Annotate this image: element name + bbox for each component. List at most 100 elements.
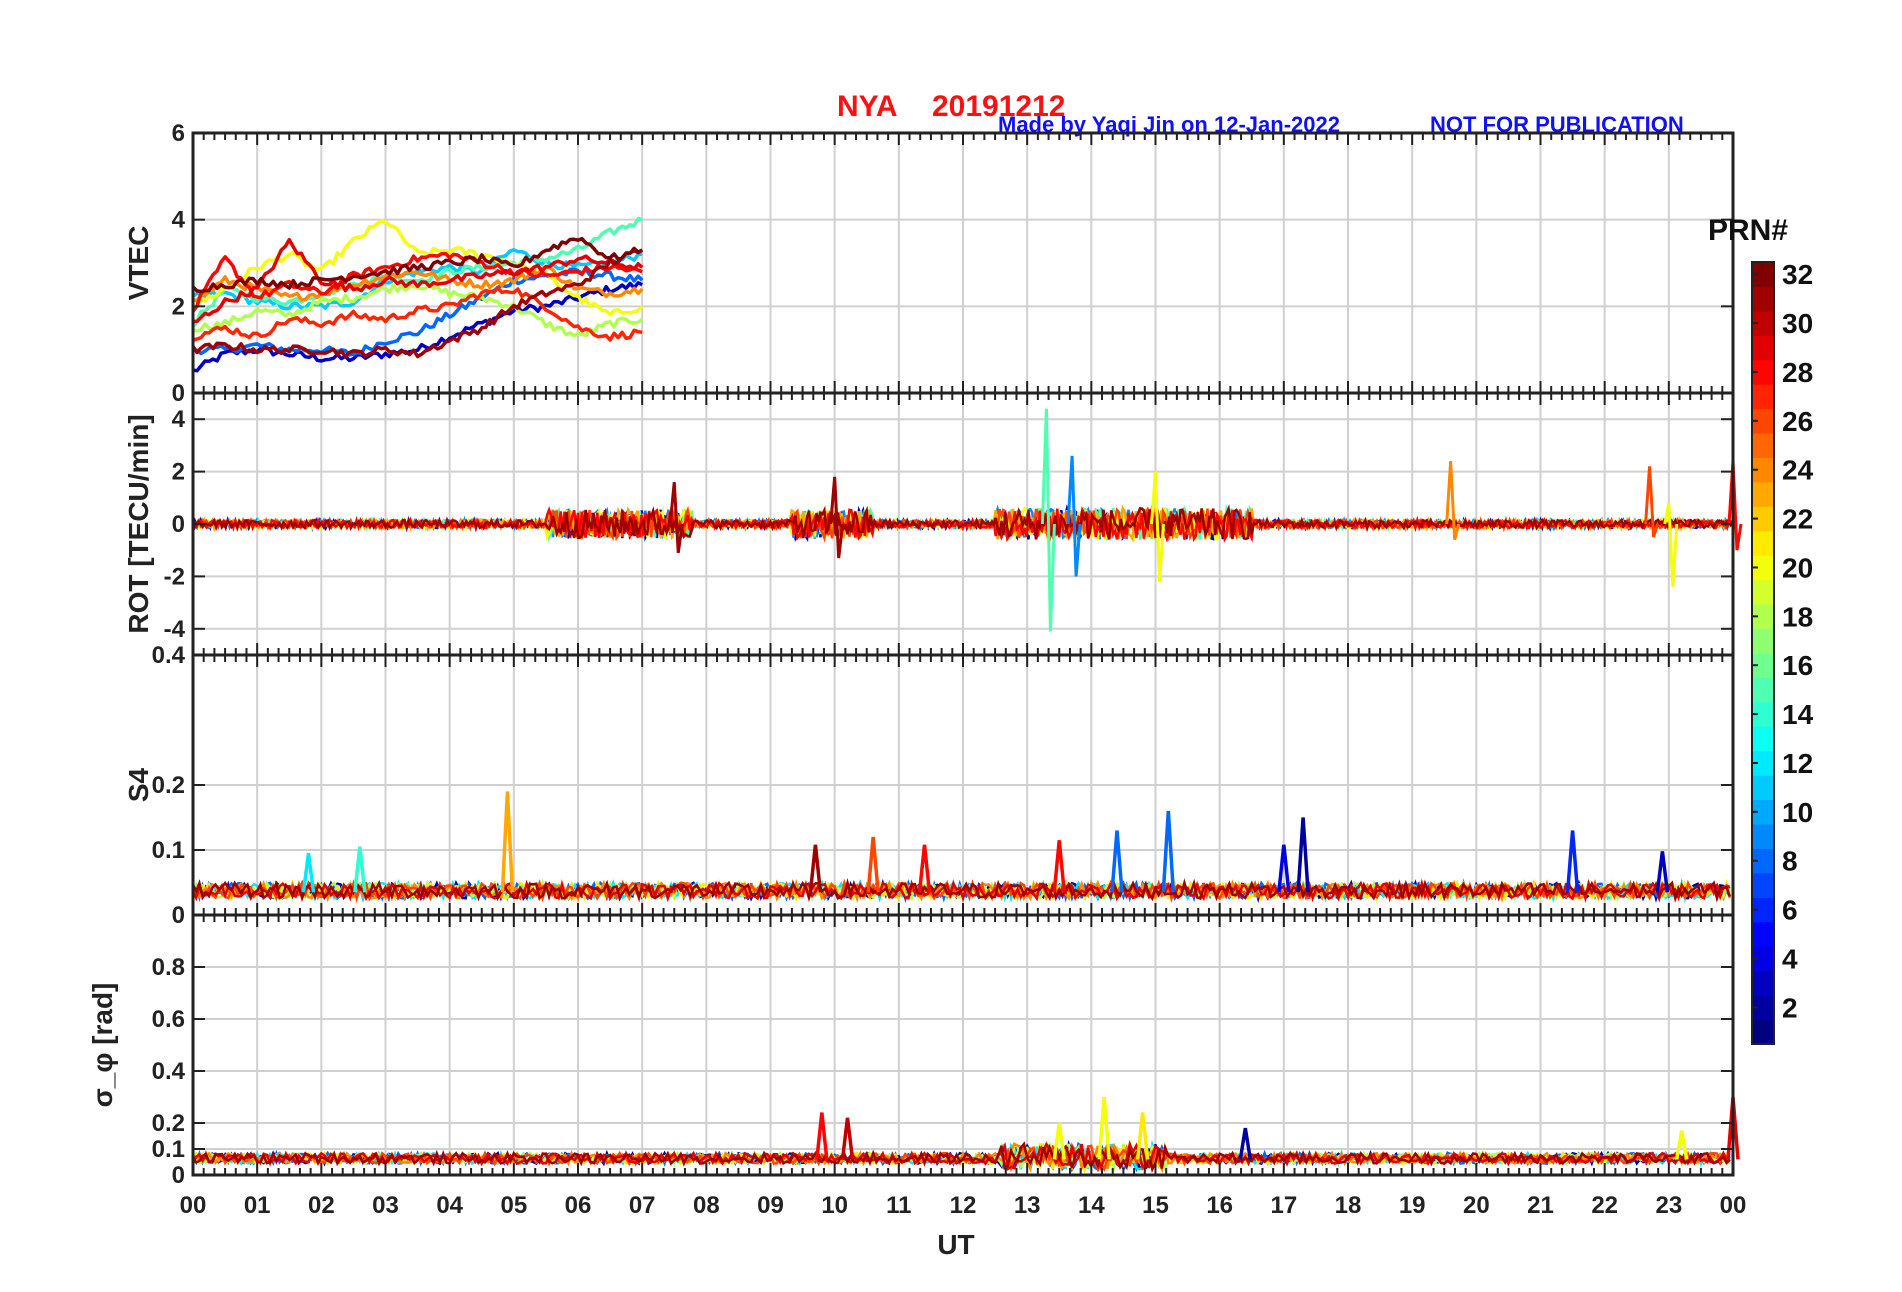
colorbar-segment	[1752, 481, 1774, 507]
panel-2: -4 -2 0 2 4 ROT [TECU/min]	[123, 391, 1743, 657]
s4-spike	[1565, 830, 1580, 893]
y-tick-label: 0.8	[152, 954, 185, 981]
rot-spike	[668, 481, 684, 554]
title-station: NYA	[837, 90, 898, 123]
rot-spike	[1066, 455, 1082, 577]
x-tick-label: 04	[436, 1192, 463, 1219]
colorbar-segment	[1752, 872, 1774, 898]
colorbar-tick-label: 6	[1782, 895, 1798, 926]
vtec-series-prn27	[192, 286, 643, 343]
x-tick-label: 15	[1142, 1192, 1169, 1219]
y-tick-label: 0	[172, 1162, 185, 1189]
colorbar-tick-label: 16	[1782, 650, 1813, 681]
s4-spike	[1161, 810, 1176, 893]
y-tick-label: 0.4	[152, 642, 186, 669]
colorbar-segment	[1752, 262, 1774, 287]
colorbar-segment	[1752, 897, 1774, 923]
vtec-series-prn28	[191, 251, 643, 313]
colorbar-segment	[1752, 310, 1774, 336]
colorbar-segment	[1752, 677, 1774, 703]
colorbar-tick-label: 24	[1782, 455, 1814, 486]
y-tick-label: 0.4	[152, 1058, 186, 1085]
y-tick-label: 4	[172, 406, 186, 433]
colorbar-frame	[1751, 261, 1775, 1045]
colorbar-segment	[1752, 579, 1774, 605]
y-tick-label: 0.1	[152, 837, 185, 864]
x-tick-label: 00	[1720, 1192, 1747, 1219]
colorbar-segment	[1752, 799, 1774, 825]
s4-series-prn29	[191, 878, 1731, 903]
y-tick-label: 0	[172, 902, 185, 929]
colorbar-tick-label: 10	[1782, 797, 1813, 828]
s4-spike	[917, 844, 932, 893]
y-axis-label: S4	[123, 767, 154, 802]
colorbar-tick-label: 8	[1782, 846, 1798, 877]
x-tick-label: 09	[757, 1192, 784, 1219]
x-tick-label: 20	[1463, 1192, 1490, 1219]
y-tick-label: -2	[164, 563, 185, 590]
colorbar-tick-label: 26	[1782, 406, 1813, 437]
x-tick-label: 21	[1527, 1192, 1554, 1219]
colorbar-tick-label: 4	[1782, 943, 1798, 974]
rot-spike	[1644, 466, 1660, 538]
x-tick-label: 12	[950, 1192, 977, 1219]
colorbar-segment	[1752, 653, 1774, 678]
y-tick-label: 2	[172, 293, 185, 320]
x-tick-label: 08	[693, 1192, 720, 1219]
rot-spike	[1727, 461, 1743, 551]
colorbar-segment	[1752, 750, 1774, 776]
colorbar-tick-label: 12	[1782, 748, 1813, 779]
colorbar-tick-label: 22	[1782, 504, 1813, 535]
colorbar-segment	[1752, 946, 1774, 972]
sigma-spike	[840, 1117, 855, 1160]
colorbar-label: PRN#	[1708, 214, 1788, 247]
sigma-spike	[1135, 1112, 1150, 1160]
s4-series-prn31	[191, 878, 1731, 903]
x-tick-label: 22	[1591, 1192, 1618, 1219]
colorbar-segment	[1752, 335, 1774, 361]
colorbar-tick-label: 18	[1782, 601, 1813, 632]
y-axis-label: σ_φ [rad]	[87, 983, 118, 1108]
colorbar-segment	[1752, 555, 1774, 581]
colorbar-tick-label: 32	[1782, 259, 1813, 290]
s4-spike	[500, 791, 515, 893]
colorbar-segment	[1752, 359, 1774, 385]
x-tick-label: 10	[821, 1192, 848, 1219]
y-tick-label: 0.1	[152, 1136, 185, 1163]
x-tick-label: 07	[629, 1192, 656, 1219]
x-tick-label: 17	[1270, 1192, 1297, 1219]
colorbar-tick-label: 30	[1782, 308, 1813, 339]
y-tick-label: 4	[172, 207, 186, 234]
s4-spike	[1052, 840, 1066, 893]
sigma-spike	[1097, 1096, 1111, 1160]
vtec-series-prn20	[191, 218, 644, 317]
x-tick-label: 02	[308, 1192, 335, 1219]
vtec-series-prn32	[191, 236, 644, 294]
colorbar-segment	[1752, 604, 1774, 630]
colorbar-tick-label: 20	[1782, 552, 1813, 583]
x-tick-label: 13	[1014, 1192, 1041, 1219]
s4-spike	[1296, 817, 1310, 893]
colorbar-segment	[1752, 530, 1774, 556]
colorbar-tick-label: 2	[1782, 992, 1798, 1023]
vtec-series-prn15	[191, 216, 643, 328]
colorbar-segment	[1752, 286, 1774, 312]
s4-spike	[301, 853, 316, 893]
colorbar-segment	[1752, 457, 1774, 483]
rot-spike	[1445, 461, 1461, 541]
x-tick-label: 14	[1078, 1192, 1105, 1219]
colorbar-segment	[1752, 384, 1774, 410]
x-tick-label: 00	[180, 1192, 207, 1219]
s4-spike	[1655, 851, 1670, 893]
x-tick-label: 01	[244, 1192, 271, 1219]
rot-spike	[1040, 408, 1056, 632]
s4-spike	[1110, 830, 1124, 893]
colorbar-segment	[1752, 701, 1774, 727]
colorbar-segment	[1752, 921, 1774, 947]
vtec-series-prn24	[192, 265, 644, 303]
sigma-spike	[1238, 1127, 1253, 1160]
y-tick-label: -4	[164, 616, 186, 643]
colorbar-segment	[1752, 408, 1774, 434]
